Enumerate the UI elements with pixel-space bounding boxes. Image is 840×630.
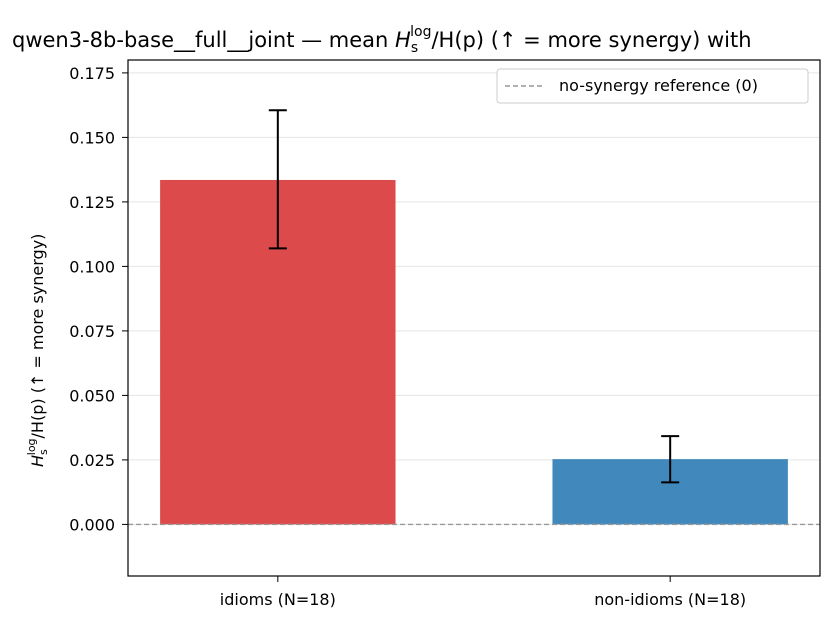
legend-box [496,68,809,104]
ylabel-sub: s [37,449,50,455]
plot-frame [127,59,821,577]
y-tick-label: 0.000 [69,515,115,534]
y-tick-label: 0.175 [69,64,115,83]
axes-layer [127,59,821,577]
title-suffix: /H(p) (↑ = more synergy) with [431,28,751,52]
y-axis-label: Hslog/H(p) (↑ = more synergy) [25,234,50,467]
y-tick-label: 0.025 [69,451,115,470]
y-tick-label: 0.125 [69,193,115,212]
error-bars-layer [268,109,680,484]
ylabel-h: H [28,455,47,467]
legend: no-synergy reference (0) [496,68,809,104]
chart-title: qwen3-8b-base__full__joint — mean Hslog/… [12,24,752,56]
bars-layer [160,179,788,525]
title-sup: log [410,24,431,40]
title-sub: s [411,40,418,56]
title-h: H [395,28,411,52]
y-tick-label: 0.050 [69,386,115,405]
y-tick-label: 0.100 [69,257,115,276]
title-prefix: qwen3-8b-base__full__joint — mean [12,28,395,53]
y-tick-label: 0.075 [69,322,115,341]
y-ticks-layer: 0.000 0.025 0.050 0.075 0.100 0.125 0.150 0.175 [69,64,128,534]
legend-reference-label: no-synergy reference (0) [559,76,758,95]
x-tick-label: idioms (N=18) [220,590,336,609]
ylabel-suffix: /H(p) (↑ = more synergy) [28,234,47,439]
x-tick-label: non-idioms (N=18) [594,590,746,609]
ylabel-sup: log [25,438,38,455]
x-ticks-layer: idioms (N=18) non-idioms (N=18) [220,576,746,609]
y-tick-label: 0.150 [69,128,115,147]
